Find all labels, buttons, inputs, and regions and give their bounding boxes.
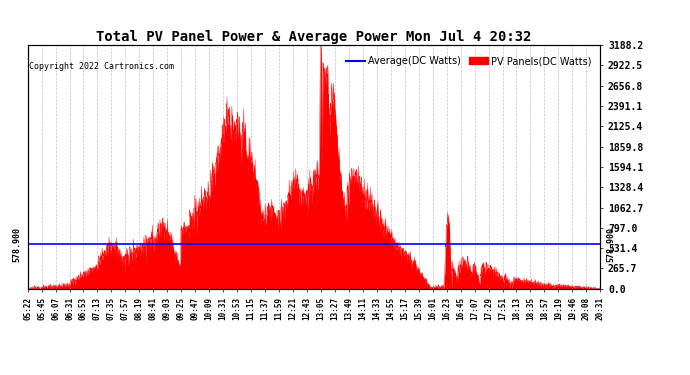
Text: 578.900: 578.900 <box>606 227 615 262</box>
Legend: Average(DC Watts), PV Panels(DC Watts): Average(DC Watts), PV Panels(DC Watts) <box>342 52 595 70</box>
Title: Total PV Panel Power & Average Power Mon Jul 4 20:32: Total PV Panel Power & Average Power Mon… <box>96 30 532 44</box>
Text: 578.900: 578.900 <box>13 227 22 262</box>
Text: Copyright 2022 Cartronics.com: Copyright 2022 Cartronics.com <box>30 62 175 71</box>
